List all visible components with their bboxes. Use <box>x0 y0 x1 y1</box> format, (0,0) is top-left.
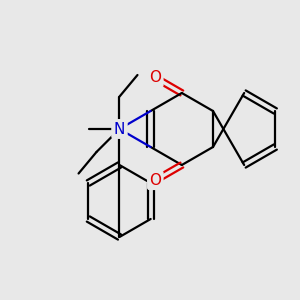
Text: O: O <box>149 173 161 188</box>
Text: N: N <box>114 122 125 136</box>
Text: N: N <box>114 122 125 136</box>
Text: O: O <box>149 70 161 85</box>
